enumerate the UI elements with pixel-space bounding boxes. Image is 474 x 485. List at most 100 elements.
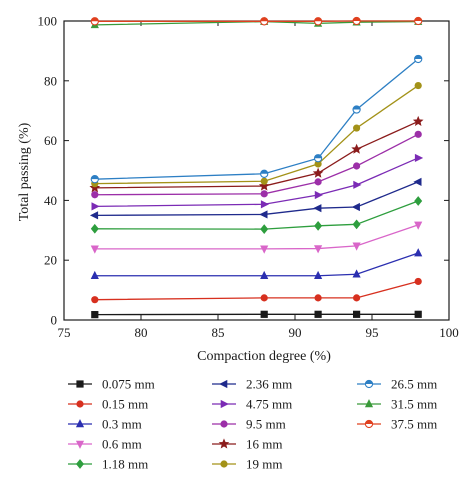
- legend-label: 4.75 mm: [246, 397, 292, 412]
- series-line: [94, 280, 419, 301]
- data-point: [313, 154, 323, 163]
- data-point: [352, 269, 361, 278]
- data-point: [260, 200, 270, 209]
- series-line: [94, 252, 419, 277]
- series-16-mm: [89, 115, 424, 193]
- legend-label: 16 mm: [246, 437, 282, 452]
- data-point: [260, 294, 268, 302]
- legend-label: 37.5 mm: [391, 417, 437, 432]
- data-point: [90, 175, 99, 184]
- data-point: [314, 270, 323, 280]
- data-point: [260, 310, 268, 318]
- data-point: [260, 17, 269, 26]
- legend-item: 16 mm: [212, 437, 282, 452]
- series-0-075-mm: [91, 310, 422, 319]
- legend-swatch-marker: [76, 459, 84, 469]
- legend-item: 0.3 mm: [68, 417, 142, 432]
- x-tick-label: 80: [135, 325, 148, 340]
- legend-label: 0.6 mm: [102, 437, 142, 452]
- data-point: [260, 245, 269, 254]
- legend-label: 0.3 mm: [102, 417, 142, 432]
- legend-label: 1.18 mm: [102, 457, 148, 472]
- data-point: [414, 221, 423, 230]
- series-line: [94, 157, 419, 208]
- data-point: [90, 245, 99, 254]
- x-tick-label: 90: [289, 325, 302, 340]
- y-tick-label: 100: [38, 14, 58, 29]
- legend-label: 0.15 mm: [102, 397, 148, 412]
- legend-item: 2.36 mm: [212, 377, 292, 392]
- data-point: [352, 219, 361, 230]
- series-26-5-mm: [90, 54, 423, 184]
- legend-swatch-marker: [76, 400, 84, 408]
- data-point: [314, 178, 322, 186]
- legend-item: 9.5 mm: [212, 417, 286, 432]
- series-37-5-mm: [90, 16, 423, 26]
- series-4-75-mm: [91, 153, 424, 211]
- data-point: [352, 242, 361, 251]
- data-point: [353, 124, 361, 132]
- data-point: [89, 182, 101, 193]
- data-point: [90, 223, 99, 234]
- data-point: [313, 204, 322, 213]
- legend-swatch-marker: [364, 399, 374, 408]
- data-point: [91, 191, 99, 199]
- data-point: [314, 220, 323, 231]
- legend-swatch-marker: [75, 440, 85, 449]
- legend-swatch-marker: [76, 380, 84, 388]
- legend-label: 2.36 mm: [246, 377, 292, 392]
- legend-label: 31.5 mm: [391, 397, 437, 412]
- data-point: [314, 160, 322, 168]
- legend-swatch-marker: [364, 379, 374, 389]
- legend-item: 19 mm: [212, 457, 282, 472]
- data-point: [312, 167, 324, 178]
- data-point: [314, 190, 323, 200]
- legend-item: 4.75 mm: [212, 397, 292, 412]
- data-point: [314, 294, 322, 302]
- data-point: [414, 196, 423, 206]
- legend-item: 26.5 mm: [357, 377, 437, 392]
- data-point: [353, 162, 361, 170]
- data-point: [414, 54, 423, 64]
- data-point: [90, 17, 99, 26]
- data-point: [90, 270, 99, 280]
- x-tick-label: 100: [439, 325, 459, 340]
- legend-swatch-marker: [219, 379, 228, 389]
- legend-swatch-marker: [220, 420, 228, 428]
- x-axis-title: Compaction degree (%): [197, 349, 331, 364]
- series-19-mm: [91, 81, 422, 188]
- data-point: [351, 143, 362, 154]
- data-point: [412, 115, 424, 126]
- y-tick-label: 0: [51, 313, 58, 328]
- legend-label: 26.5 mm: [391, 377, 437, 392]
- data-point: [258, 180, 270, 191]
- series-1-18-mm: [90, 196, 423, 234]
- series-2-36-mm: [89, 177, 422, 220]
- x-tick-label: 95: [366, 325, 379, 340]
- data-point: [260, 190, 268, 198]
- data-point: [414, 248, 423, 257]
- y-axis-title: Total passing (%): [17, 122, 32, 221]
- data-point: [414, 153, 424, 163]
- y-tick-label: 40: [44, 193, 57, 208]
- legend-item: 37.5 mm: [357, 417, 437, 432]
- legend: 0.075 mm 0.15 mm 0.3 mm 0.6 mm 1.18 mm 2.36 m…: [68, 377, 437, 472]
- data-point: [91, 296, 99, 304]
- legend-swatch-marker: [220, 460, 228, 468]
- data-point: [260, 169, 269, 178]
- data-point: [353, 310, 361, 318]
- data-point: [352, 105, 361, 114]
- legend-item: 0.075 mm: [68, 377, 155, 392]
- y-tick-label: 60: [44, 133, 57, 148]
- data-point: [313, 17, 323, 26]
- series-0-15-mm: [91, 277, 422, 304]
- data-point: [413, 177, 422, 186]
- legend-swatch-marker: [75, 419, 85, 428]
- data-point: [91, 311, 99, 319]
- legend-label: 9.5 mm: [246, 417, 286, 432]
- data-point: [89, 211, 99, 220]
- x-tick-label: 85: [212, 325, 225, 340]
- legend-item: 0.6 mm: [68, 437, 142, 452]
- series-9-5-mm: [91, 130, 422, 199]
- data-point: [314, 310, 322, 318]
